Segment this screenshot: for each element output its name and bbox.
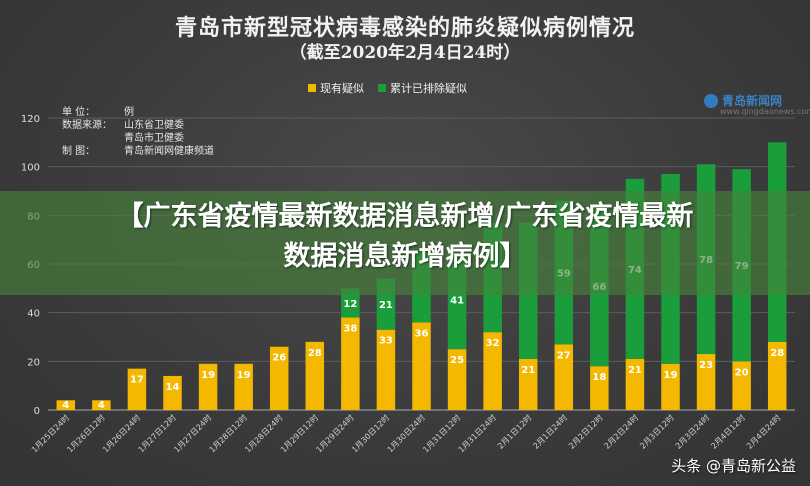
x-tick-label: 2月3日24时: [673, 412, 711, 450]
y-tick-label: 20: [27, 357, 40, 368]
x-tick-label: 2月4日24时: [744, 412, 782, 450]
bar-suspected: [732, 361, 751, 410]
data-label-suspected: 18: [592, 372, 606, 383]
bar-suspected: [767, 341, 787, 410]
meta-source-value-2: 青岛市卫健委: [124, 133, 184, 144]
bar-suspected: [625, 358, 645, 410]
meta-unit-value: 例: [124, 107, 134, 118]
overlay-banner-text: 【广东省疫情最新数据消息新增/广东省疫情最新 数据消息新增病例】: [0, 197, 810, 277]
banner-line-1: 【广东省疫情最新数据消息新增/广东省疫情最新: [116, 201, 694, 232]
data-label-suspected: 23: [699, 360, 713, 371]
bar-suspected: [163, 375, 182, 410]
data-label-suspected: 38: [343, 324, 357, 335]
site-logo: 青岛新闻网 www.qingdaonews.com: [703, 92, 810, 116]
bar-suspected: [56, 400, 76, 410]
data-label-suspected: 21: [628, 365, 642, 376]
data-label-suspected: 28: [770, 348, 784, 359]
bar-suspected: [447, 349, 467, 410]
meta-unit-key: 单 位：: [62, 107, 96, 118]
bar-suspected: [341, 317, 360, 410]
data-label-suspected: 32: [486, 338, 500, 349]
data-label-suspected: 36: [415, 328, 429, 339]
data-label-suspected: 33: [379, 336, 393, 347]
bar-excluded: [341, 288, 360, 318]
legend-item-suspected: 现有疑似: [308, 80, 364, 96]
overlay-banner: [0, 191, 810, 295]
legend-label-excluded: 累计已排除疑似: [390, 82, 467, 95]
y-tick-label: 40: [27, 309, 40, 320]
x-tick-label: 2月3日12时: [637, 412, 675, 450]
data-label-suspected: 19: [201, 370, 215, 381]
bar-suspected: [305, 341, 325, 410]
logo-icon: [703, 93, 718, 108]
y-tick-label: 100: [21, 163, 40, 174]
bar-suspected: [518, 358, 538, 410]
legend: 现有疑似 累计已排除疑似: [308, 80, 467, 96]
bar-suspected: [554, 344, 574, 410]
bar-suspected: [696, 354, 716, 410]
meta-source-value-1: 山东省卫健委: [124, 120, 184, 131]
logo-url: www.qingdaonews.com: [719, 107, 810, 116]
x-tick-label: 2月1日12时: [495, 412, 533, 450]
data-label-suspected: 20: [735, 367, 749, 378]
meta-maker-key: 制 图：: [62, 146, 96, 157]
bar-suspected: [590, 366, 609, 410]
chart-subtitle: （截至2020年2月4日24时）: [289, 43, 521, 63]
data-label-suspected: 28: [308, 348, 322, 359]
legend-label-suspected: 现有疑似: [320, 82, 364, 95]
y-tick-label: 120: [21, 114, 40, 125]
y-tick-label: 0: [34, 406, 40, 417]
legend-swatch-suspected: [308, 84, 316, 92]
x-tick-label: 2月2日12时: [566, 412, 604, 450]
bar-suspected: [661, 363, 680, 410]
data-label-suspected: 21: [521, 365, 535, 376]
watermark: 头条 @青岛新公益: [671, 457, 796, 475]
data-label-excluded: 21: [379, 300, 393, 311]
chart-meta: 单 位： 例 数据来源： 山东省卫健委 青岛市卫健委 制 图： 青岛新闻网健康频道: [62, 106, 214, 158]
data-label-suspected: 27: [557, 350, 571, 361]
legend-swatch-excluded: [378, 84, 386, 92]
bar-suspected: [376, 329, 396, 410]
bar-suspected: [483, 332, 502, 410]
chart-title: 青岛市新型冠状病毒感染的肺炎疑似病例情况: [174, 15, 635, 41]
bar-suspected: [234, 363, 253, 410]
data-label-suspected: 19: [664, 370, 678, 381]
bar-suspected: [92, 400, 111, 410]
bar-suspected: [269, 346, 289, 410]
legend-item-excluded: 累计已排除疑似: [378, 80, 467, 96]
data-label-suspected: 4: [98, 400, 105, 411]
data-label-suspected: 17: [130, 375, 144, 386]
bar-suspected: [198, 363, 218, 410]
data-label-suspected: 19: [237, 370, 251, 381]
data-label-suspected: 25: [450, 355, 464, 366]
meta-source-key: 数据来源：: [62, 120, 112, 131]
bar-suspected: [412, 322, 431, 410]
x-tick-label: 2月4日12时: [709, 412, 747, 450]
x-tick-label: 1月31日24时: [456, 412, 498, 454]
x-tick-label: 2月1日24时: [531, 412, 569, 450]
data-label-excluded: 12: [343, 299, 357, 310]
logo-text: 青岛新闻网: [721, 94, 782, 108]
x-tick-label: 2月2日24时: [602, 412, 640, 450]
data-label-suspected: 4: [62, 400, 69, 411]
meta-maker-value: 青岛新闻网健康频道: [124, 146, 214, 157]
bar-suspected: [127, 368, 147, 410]
data-label-suspected: 26: [272, 353, 286, 364]
banner-line-2: 数据消息新增病例】: [283, 241, 527, 272]
data-label-suspected: 14: [166, 382, 180, 393]
data-label-excluded: 41: [450, 295, 464, 306]
